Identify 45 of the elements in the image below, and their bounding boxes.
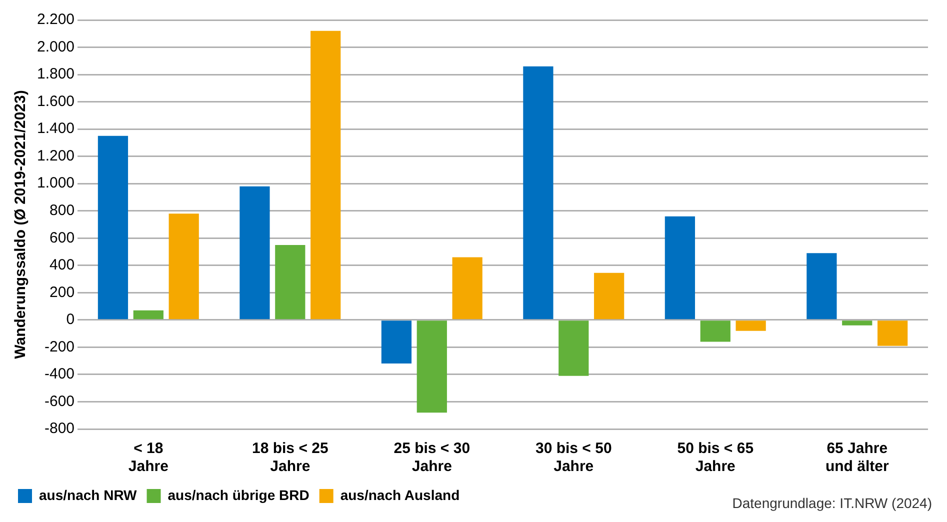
x-tick-label: 65 Jahre und älter [825, 440, 889, 476]
bar [736, 320, 766, 331]
bar [594, 272, 624, 320]
y-tick-label: 400 [50, 256, 75, 274]
bar [452, 257, 482, 320]
bar [523, 66, 554, 320]
bar [168, 214, 199, 320]
bar [842, 320, 872, 326]
x-tick-label: 50 bis < 65 Jahre [677, 440, 754, 476]
y-tick-label: 0 [66, 311, 75, 328]
y-axis-title: Wanderungssaldo (Ø 2019-2021/2023) [12, 90, 30, 359]
y-tick-label: 1.600 [36, 92, 75, 110]
y-tick-label: 1.000 [36, 174, 75, 192]
x-tick-label: < 18 Jahre [128, 440, 168, 476]
bar [878, 320, 908, 346]
y-tick-label: 600 [50, 229, 75, 246]
y-tick-label: 2.200 [36, 11, 75, 28]
x-tick-label: 30 bis < 50 Jahre [535, 440, 612, 476]
y-tick-label: -600 [44, 392, 75, 410]
x-tick-label: 25 bis < 30 Jahre [394, 440, 470, 476]
bar [98, 136, 128, 320]
legend-label: aus/nach NRW [39, 486, 138, 503]
bar [275, 244, 306, 320]
bar [416, 320, 447, 413]
y-tick-label: 1.200 [36, 147, 75, 164]
bar [806, 253, 837, 320]
y-tick-label: -200 [44, 338, 75, 356]
bar [664, 216, 696, 320]
bar [700, 320, 730, 342]
y-tick-label: -400 [44, 366, 75, 383]
y-tick-label: 200 [50, 284, 75, 301]
y-tick-label: 1.400 [36, 120, 75, 138]
y-tick-label: 800 [50, 202, 75, 220]
y-tick-label: -800 [44, 420, 75, 438]
bar [310, 30, 341, 320]
legend-label: aus/nach Ausland [340, 486, 460, 503]
bar [133, 310, 164, 320]
bar [381, 320, 412, 364]
y-tick-label: 2.000 [36, 38, 75, 56]
bar [240, 186, 270, 320]
x-tick-label: 18 bis < 25 Jahre [252, 440, 328, 476]
legend-label: aus/nach übrige BRD [168, 486, 310, 503]
text: Datengrundlage: IT.NRW (2024) [732, 495, 932, 511]
bar [558, 320, 589, 376]
y-tick-label: 1.800 [36, 66, 75, 83]
